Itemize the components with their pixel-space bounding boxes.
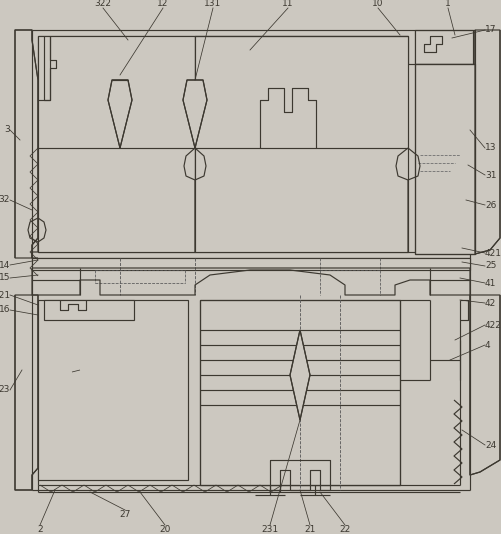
Bar <box>415 64 475 254</box>
Text: 41: 41 <box>485 279 496 287</box>
Text: 13: 13 <box>485 144 496 153</box>
Polygon shape <box>15 295 38 490</box>
Text: 23: 23 <box>0 386 10 395</box>
Bar <box>38 300 188 480</box>
Text: 42: 42 <box>485 299 496 308</box>
Text: 24: 24 <box>485 441 496 450</box>
Text: 231: 231 <box>262 525 279 534</box>
Text: 21: 21 <box>304 525 316 534</box>
Text: 15: 15 <box>0 273 10 282</box>
Text: 17: 17 <box>485 26 496 35</box>
Polygon shape <box>15 30 38 258</box>
Text: 10: 10 <box>372 0 384 8</box>
Polygon shape <box>108 80 132 148</box>
Text: 321: 321 <box>0 290 10 300</box>
Bar <box>38 36 195 252</box>
Bar <box>195 36 408 252</box>
Text: 22: 22 <box>339 525 351 534</box>
Text: 31: 31 <box>485 170 496 179</box>
Text: 27: 27 <box>119 510 131 519</box>
Text: 4: 4 <box>485 341 490 349</box>
Text: 422: 422 <box>485 320 501 329</box>
Polygon shape <box>470 295 500 475</box>
Text: 322: 322 <box>95 0 112 8</box>
Text: 12: 12 <box>157 0 169 8</box>
Text: 11: 11 <box>282 0 294 8</box>
Text: 26: 26 <box>485 200 496 209</box>
Text: 131: 131 <box>204 0 221 8</box>
Bar <box>32 258 470 270</box>
Polygon shape <box>183 80 207 148</box>
Text: 421: 421 <box>485 248 501 257</box>
Text: 3: 3 <box>4 125 10 135</box>
Text: 32: 32 <box>0 195 10 205</box>
Bar <box>200 300 400 485</box>
Text: 1: 1 <box>445 0 451 8</box>
Polygon shape <box>290 330 310 420</box>
Text: 14: 14 <box>0 261 10 270</box>
Text: 2: 2 <box>37 525 43 534</box>
Text: 25: 25 <box>485 262 496 271</box>
Polygon shape <box>475 30 500 254</box>
Text: 16: 16 <box>0 305 10 315</box>
Bar <box>415 30 473 64</box>
Bar <box>44 300 134 320</box>
Text: 20: 20 <box>159 525 171 534</box>
